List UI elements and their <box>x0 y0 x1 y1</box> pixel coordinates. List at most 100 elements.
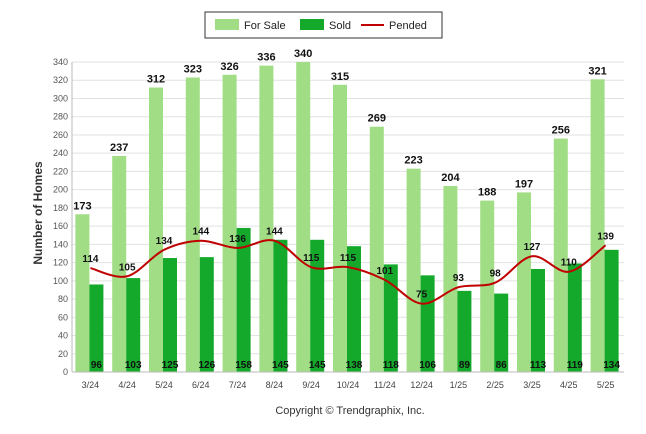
data-label-sold: 106 <box>419 360 436 371</box>
bar-for-sale <box>333 84 347 372</box>
data-label-pended: 110 <box>561 258 578 269</box>
x-tick-label: 3/25 <box>523 380 541 390</box>
copyright-footer: Copyright © Trendgraphix, Inc. <box>275 405 424 417</box>
y-tick-label: 100 <box>53 276 68 286</box>
y-tick-label: 300 <box>53 93 68 103</box>
bar-sold <box>163 258 177 372</box>
y-tick-label: 60 <box>58 312 68 322</box>
data-label-for-sale: 197 <box>515 178 533 190</box>
data-label-for-sale: 173 <box>73 200 91 212</box>
bar-for-sale <box>443 186 458 372</box>
y-tick-label: 0 <box>63 367 68 377</box>
x-tick-label: 5/24 <box>155 380 173 390</box>
x-tick-label: 10/24 <box>337 380 360 390</box>
data-label-for-sale: 204 <box>441 172 460 184</box>
data-label-for-sale: 321 <box>588 65 606 77</box>
y-tick-label: 120 <box>53 258 68 268</box>
data-label-for-sale: 269 <box>368 113 386 125</box>
bar-sold <box>567 263 582 372</box>
bar-for-sale <box>112 155 127 372</box>
pended-line <box>90 239 607 305</box>
bar-for-sale <box>185 77 200 372</box>
data-label-pended: 136 <box>229 234 246 245</box>
bar-sold <box>89 284 104 372</box>
legend-label-for-sale: For Sale <box>244 20 286 32</box>
data-label-pended: 75 <box>416 290 428 301</box>
data-label-for-sale: 188 <box>478 187 496 199</box>
y-tick-label: 160 <box>53 221 68 231</box>
data-label-sold: 119 <box>567 360 584 371</box>
x-tick-label: 3/24 <box>82 380 100 390</box>
data-labels: 173 96 237 103 312 125 323 126 326 158 336 145 340 14… <box>73 48 620 371</box>
x-tick-label: 4/25 <box>560 380 578 390</box>
data-label-sold: 125 <box>162 360 179 371</box>
y-tick-label: 20 <box>58 349 68 359</box>
data-label-pended: 115 <box>340 253 357 264</box>
bar-for-sale <box>259 65 274 372</box>
y-tick-label: 340 <box>53 57 68 67</box>
data-label-pended: 115 <box>303 253 320 264</box>
x-tick-label: 8/24 <box>266 380 284 390</box>
bar-sold <box>236 227 251 372</box>
legend: For Sale Sold Pended <box>204 11 443 39</box>
y-tick-label: 40 <box>58 331 68 341</box>
data-label-for-sale: 336 <box>257 52 275 64</box>
y-tick-label: 240 <box>53 148 68 158</box>
bar-sold <box>383 264 398 372</box>
data-label-for-sale: 340 <box>294 48 312 60</box>
data-label-sold: 158 <box>235 360 252 371</box>
bar-for-sale <box>296 62 311 372</box>
x-tick-label: 4/24 <box>118 380 136 390</box>
data-label-sold: 113 <box>530 360 547 371</box>
data-label-for-sale: 223 <box>404 155 422 167</box>
data-label-for-sale: 323 <box>184 64 202 76</box>
bar-sold <box>199 257 214 372</box>
y-tick-label: 320 <box>53 75 68 85</box>
bar-sold <box>457 290 472 372</box>
data-label-sold: 126 <box>198 360 215 371</box>
legend-label-sold: Sold <box>329 20 351 32</box>
bar-sold <box>531 268 545 372</box>
data-label-sold: 96 <box>91 360 103 371</box>
y-axis-label: Number of Homes <box>31 161 45 265</box>
bar-for-sale <box>369 126 384 372</box>
bar-for-sale <box>406 168 421 372</box>
legend-label-pended: Pended <box>389 20 427 32</box>
bar-sold <box>494 293 509 372</box>
bar-sold <box>310 239 325 372</box>
y-tick-label: 220 <box>53 166 68 176</box>
data-label-pended: 93 <box>453 273 465 284</box>
data-label-for-sale: 312 <box>147 74 165 86</box>
y-tick-label: 140 <box>53 239 68 249</box>
y-tick-label: 260 <box>53 130 68 140</box>
data-label-pended: 101 <box>376 266 393 277</box>
x-tick-label: 9/24 <box>302 380 320 390</box>
data-label-for-sale: 256 <box>552 125 570 137</box>
pended-series-line <box>90 239 607 305</box>
data-label-for-sale: 237 <box>110 142 128 154</box>
data-label-pended: 134 <box>156 236 173 247</box>
bar-for-sale <box>480 200 495 372</box>
bar-for-sale <box>149 87 163 372</box>
data-label-sold: 145 <box>309 360 326 371</box>
y-tick-label: 80 <box>58 294 68 304</box>
bar-for-sale <box>590 79 605 372</box>
legend-swatch-for-sale <box>215 19 239 30</box>
data-label-pended: 144 <box>266 227 283 238</box>
x-axis: 3/24 4/24 5/24 6/24 7/24 8/24 9/24 10/24 11/24 12… <box>72 371 624 390</box>
x-tick-label: 6/24 <box>192 380 210 390</box>
bar-for-sale <box>517 192 531 372</box>
data-label-for-sale: 315 <box>331 71 349 83</box>
bar-sold <box>604 249 619 372</box>
y-tick-label: 280 <box>53 112 68 122</box>
data-label-sold: 103 <box>125 360 142 371</box>
y-tick-label: 180 <box>53 203 68 213</box>
bar-sold <box>273 239 288 372</box>
data-label-for-sale: 326 <box>220 61 238 73</box>
bar-for-sale <box>222 74 237 372</box>
bars <box>75 62 619 372</box>
x-tick-label: 1/25 <box>450 380 468 390</box>
x-tick-label: 12/24 <box>410 380 433 390</box>
legend-swatch-sold <box>300 19 324 30</box>
